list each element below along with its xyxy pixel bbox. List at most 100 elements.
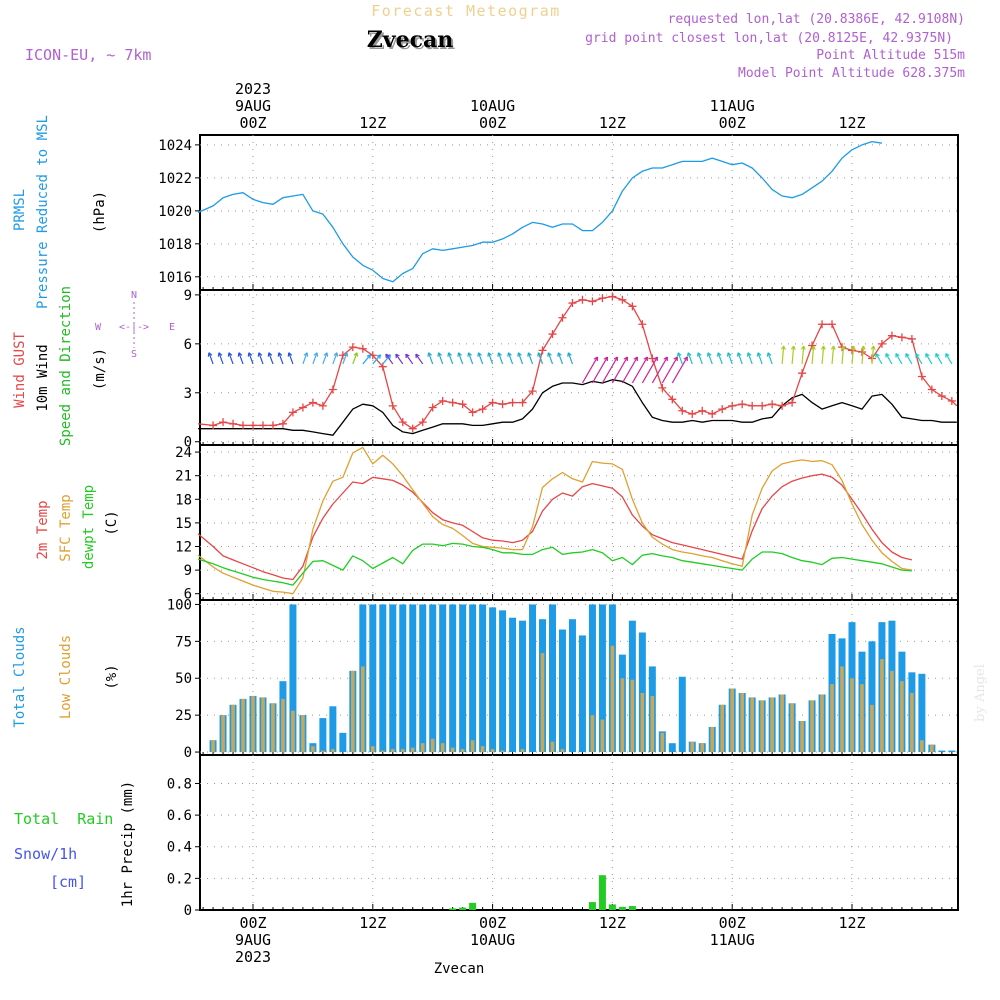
wind-direction-arrowhead bbox=[686, 352, 692, 357]
wind-direction-arrowhead bbox=[267, 352, 273, 357]
pressure-ytick-label: 1022 bbox=[158, 171, 192, 187]
wind-direction-arrowhead bbox=[673, 356, 678, 362]
wind-direction-arrowhead bbox=[945, 353, 950, 358]
wind-direction-arrowhead bbox=[905, 353, 910, 358]
precip-ytick-label: 0.4 bbox=[167, 840, 192, 856]
wind-gust-marker bbox=[348, 343, 357, 352]
clouds-ytick-label: 50 bbox=[175, 671, 192, 687]
total-cloud-bar bbox=[519, 620, 527, 753]
wind-direction-arrowhead bbox=[277, 352, 283, 357]
wind-direction-arrowhead bbox=[820, 345, 826, 350]
temperature-ytick-label: 18 bbox=[175, 492, 192, 508]
wind-direction-arrowhead bbox=[885, 353, 890, 358]
wind-gust-marker bbox=[258, 421, 267, 430]
low-cloud-bar bbox=[311, 746, 315, 753]
total-cloud-bar bbox=[918, 673, 926, 753]
cloud-unit: (%) bbox=[104, 664, 120, 689]
low-cloud-bar bbox=[750, 697, 754, 753]
wind-speed-line bbox=[198, 379, 957, 436]
wind-gust-marker bbox=[907, 334, 916, 343]
total-cloud-bar bbox=[549, 604, 556, 753]
total-cloud-bar bbox=[868, 641, 876, 753]
wind-gust-marker bbox=[239, 421, 248, 430]
total-cloud-bar bbox=[479, 604, 487, 753]
total-cloud-bar bbox=[938, 750, 946, 753]
cloud-panel-labels: Total Clouds Low Clouds (%) bbox=[12, 626, 120, 727]
wind-direction-arrowhead bbox=[376, 354, 382, 359]
wind-gust-line bbox=[198, 295, 958, 430]
precip-ytick-label: 0.2 bbox=[167, 871, 192, 887]
wind-gust-marker bbox=[558, 313, 567, 322]
wind-unit: (m/s) bbox=[92, 348, 108, 390]
wind-gust-marker bbox=[588, 297, 597, 306]
wind-direction-arrowhead bbox=[217, 352, 223, 357]
wind-ytick-label: 0 bbox=[184, 435, 192, 451]
wind-direction-arrowhead bbox=[237, 352, 243, 357]
wind-direction-arrowhead bbox=[840, 345, 846, 350]
wind-direction-arrow bbox=[791, 345, 795, 364]
temperature-panel: 6 9 12 15 18 21 24 bbox=[175, 444, 959, 603]
wind-gust-marker bbox=[268, 421, 277, 430]
total-cloud-bar bbox=[439, 604, 447, 753]
wind-gust-marker bbox=[328, 385, 337, 394]
wind-direction-arrow bbox=[268, 352, 274, 365]
wind-gust-marker bbox=[308, 398, 317, 407]
wind-direction-arrowhead bbox=[623, 356, 628, 362]
low-cloud-bar bbox=[770, 697, 774, 753]
wind-gust-marker bbox=[408, 424, 417, 433]
low-cloud-bar bbox=[480, 746, 485, 753]
wind-gust-marker bbox=[358, 344, 367, 353]
wind-direction-arrow bbox=[781, 345, 785, 364]
rain-bar bbox=[598, 875, 606, 910]
low-cloud-bar bbox=[351, 670, 355, 753]
wind-direction-arrowhead bbox=[207, 352, 213, 357]
temperature-ytick-label: 24 bbox=[175, 445, 192, 461]
wind-gust-marker bbox=[508, 398, 517, 407]
wind-direction-arrow bbox=[497, 352, 504, 365]
low-cloud-bar bbox=[361, 666, 365, 753]
pressure-line bbox=[197, 140, 883, 283]
wind-gust-marker bbox=[788, 398, 797, 407]
wind-gust-marker bbox=[448, 398, 457, 407]
wind-gust-marker bbox=[418, 418, 427, 427]
wind-direction-arrowhead bbox=[746, 352, 752, 357]
bottom-axis-label: 10AUG bbox=[470, 931, 515, 949]
wind-direction-arrow bbox=[248, 352, 254, 365]
wind-direction-arrowhead bbox=[333, 352, 339, 357]
total-cloud-bar bbox=[588, 604, 596, 753]
model-point-altitude: Model Point Altitude 628.375m bbox=[738, 66, 965, 81]
total-cloud-bar bbox=[339, 732, 347, 753]
wind-label-10m: 10m Wind bbox=[35, 344, 51, 411]
wind-direction-arrowhead bbox=[895, 353, 900, 358]
wind-direction-arrowhead bbox=[683, 356, 688, 362]
total-cloud-bar bbox=[469, 604, 477, 753]
wind-direction-arrow bbox=[438, 352, 444, 365]
wind-direction-arrow bbox=[697, 352, 703, 365]
pressure-ytick-label: 1018 bbox=[158, 237, 192, 253]
wind-direction-arrowhead bbox=[593, 356, 599, 362]
clouds-ytick-label: 100 bbox=[167, 597, 192, 613]
rain-bar bbox=[628, 906, 636, 910]
top-axis-label: 11AUG bbox=[710, 97, 755, 115]
wind-direction-arrow bbox=[935, 353, 943, 365]
total-cloud-bar bbox=[319, 718, 327, 753]
wind-gust-marker bbox=[758, 401, 767, 410]
total-cloud-bar bbox=[399, 604, 407, 753]
wind-direction-arrowhead bbox=[716, 352, 722, 357]
low-cloud-bar bbox=[880, 659, 884, 753]
total-cloud-bar bbox=[578, 635, 586, 753]
wind-direction-arrowhead bbox=[415, 353, 420, 359]
low-cloud-bar bbox=[840, 666, 844, 753]
total-cloud-bar bbox=[598, 604, 606, 753]
wind-gust-marker bbox=[458, 400, 467, 409]
precip-label-cm: [cm] bbox=[50, 873, 86, 891]
footer-location: Zvecan bbox=[434, 961, 485, 977]
wind-direction-arrowhead bbox=[780, 345, 786, 350]
point-altitude: Point Altitude 515m bbox=[816, 48, 965, 63]
low-cloud-bar bbox=[650, 695, 655, 753]
clouds-ytick-label: 0 bbox=[184, 745, 192, 761]
wind-gust-marker bbox=[548, 330, 557, 339]
wind-gust-marker bbox=[578, 295, 587, 304]
wind-direction-arrowhead bbox=[395, 353, 400, 359]
gridpoint-location: grid point closest lon,lat (20.8125E, 42… bbox=[585, 31, 953, 46]
